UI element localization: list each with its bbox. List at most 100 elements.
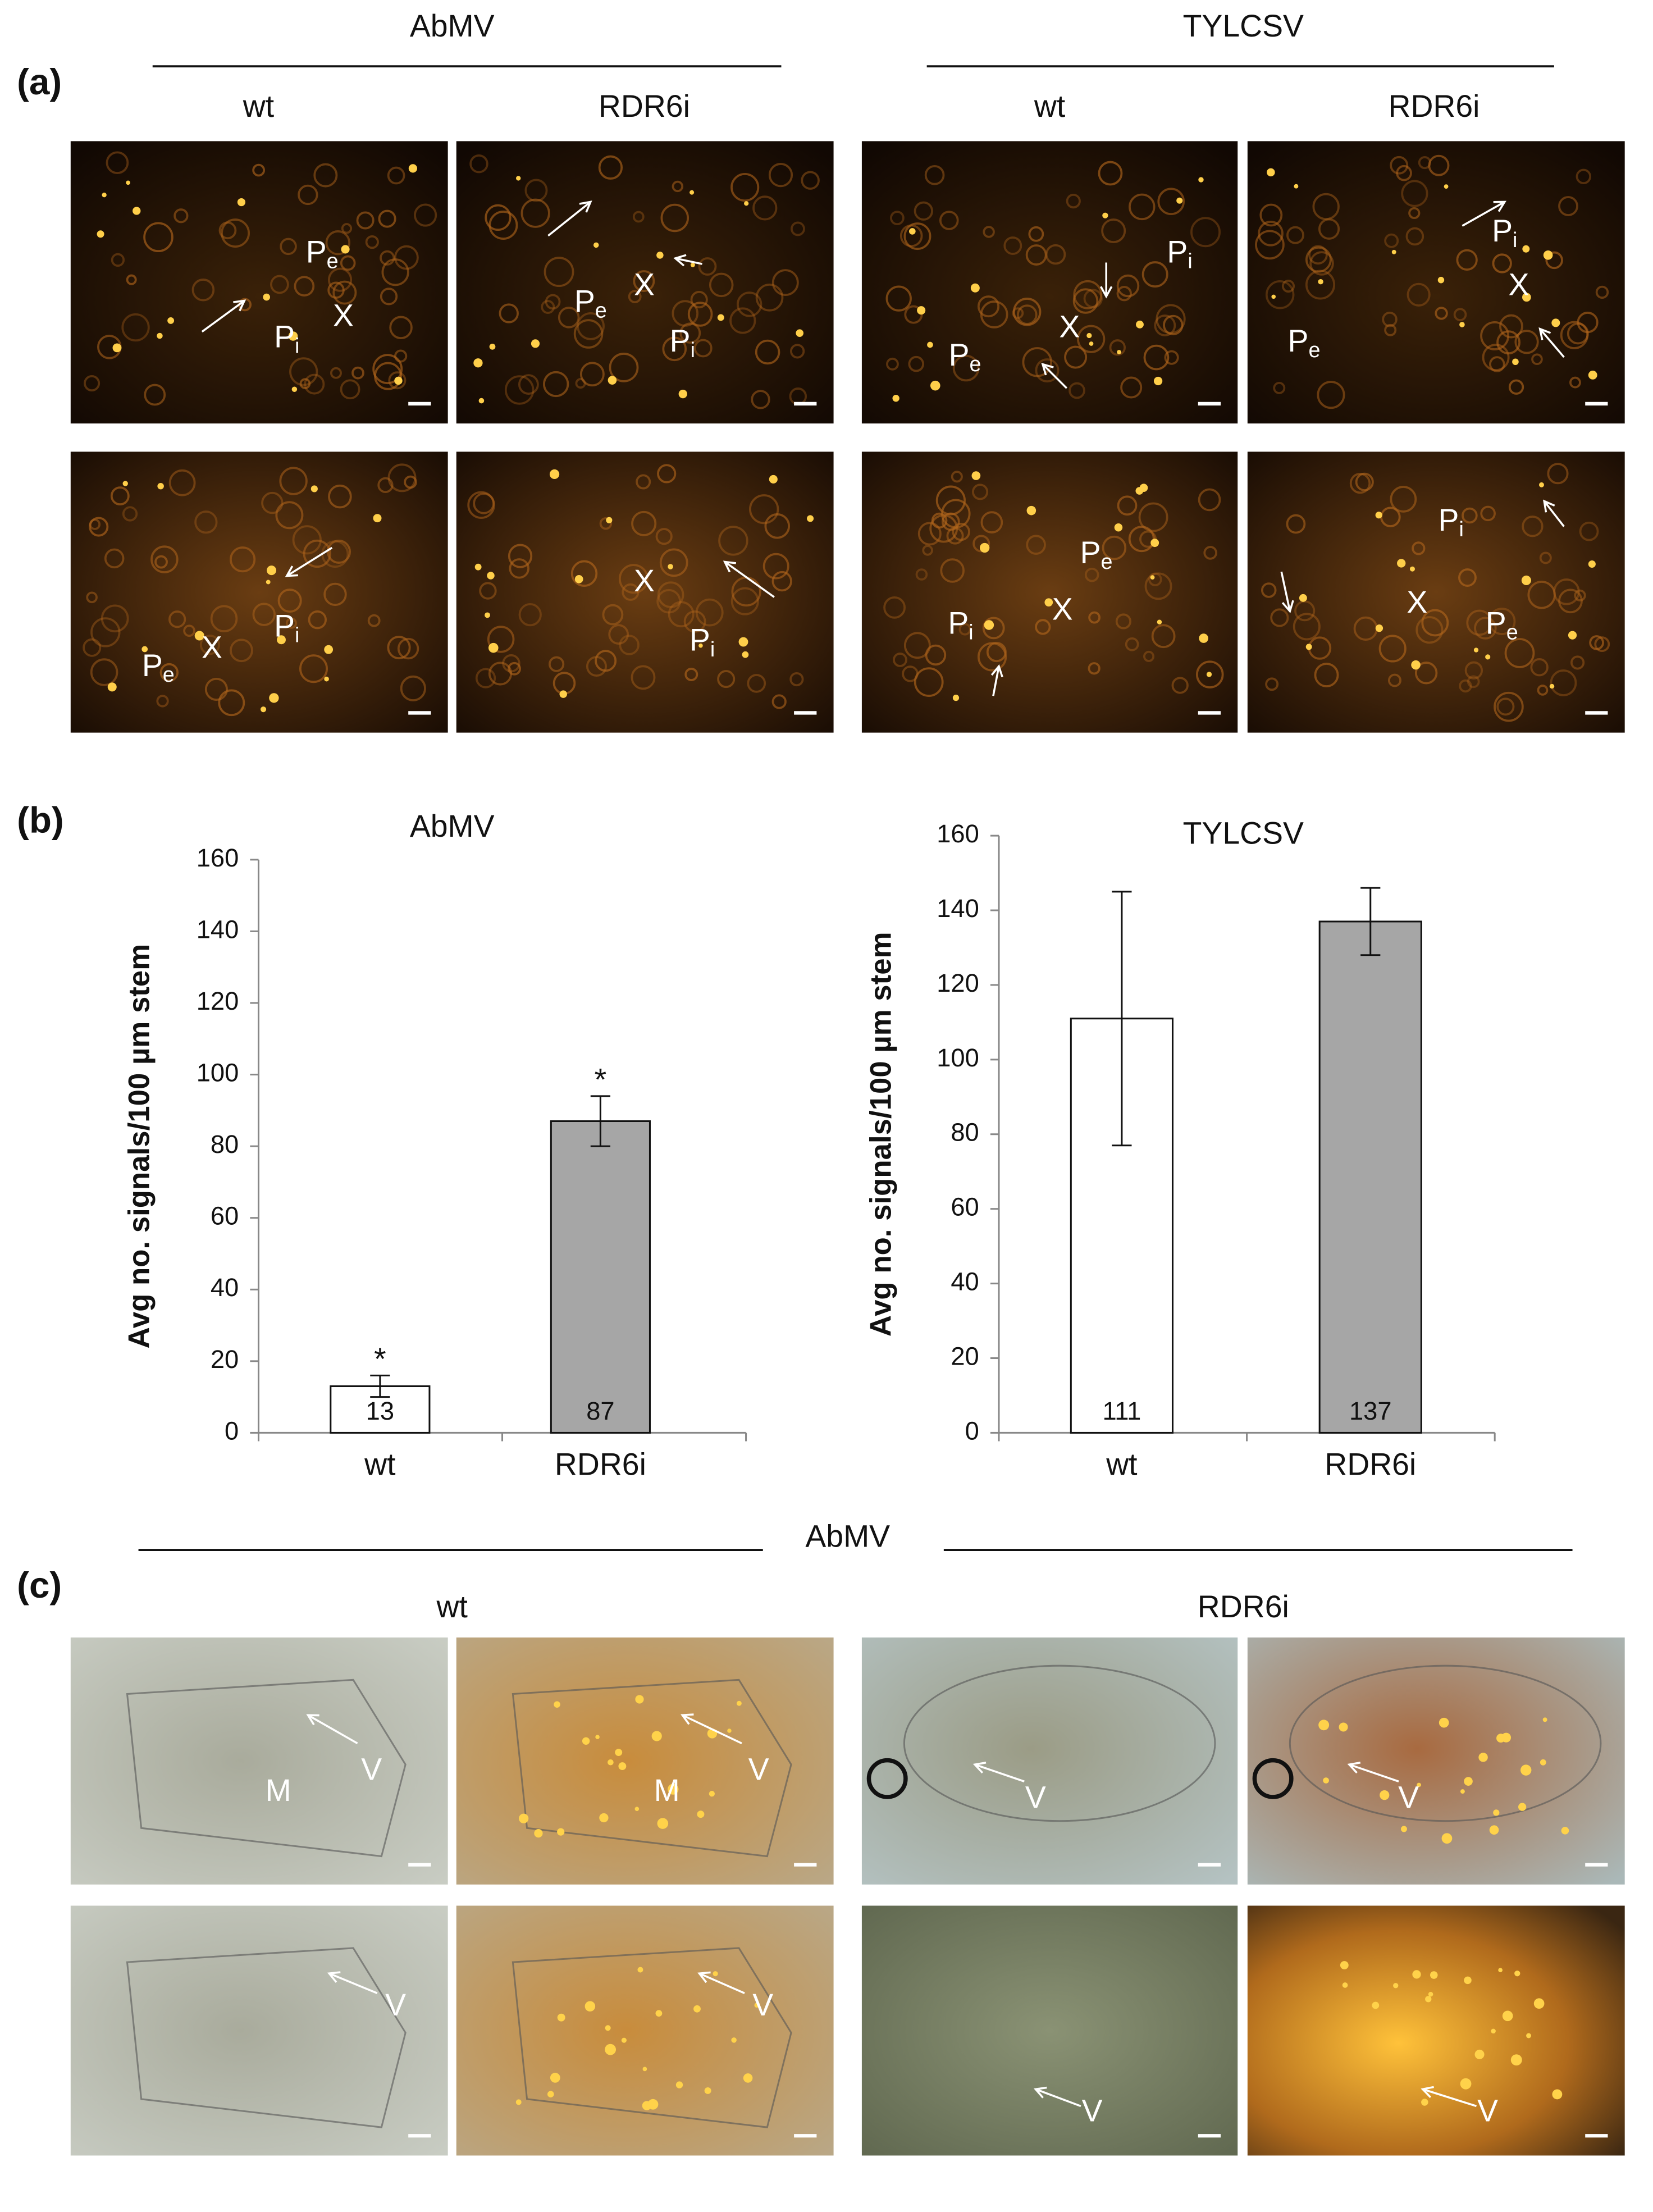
- y-tick-label: 0: [225, 1416, 239, 1445]
- cell-outline: [684, 668, 698, 681]
- cell-outline: [1068, 382, 1085, 399]
- fluorescent-spot: [1400, 1826, 1407, 1832]
- fluorescent-spot: [675, 2081, 683, 2088]
- cell-outline: [883, 596, 906, 619]
- cell-outline: [394, 245, 419, 270]
- column-header: wt: [1034, 89, 1065, 124]
- cell-outline: [709, 272, 734, 298]
- fluorescent-spot: [657, 1818, 669, 1829]
- fluorescent-spot: [97, 230, 104, 238]
- region-letter: X: [1052, 591, 1073, 626]
- cell-outline: [279, 467, 308, 495]
- cell-outline: [771, 694, 787, 709]
- fluorescent-spot: [655, 2010, 663, 2017]
- cell-outline: [467, 491, 495, 519]
- region-label: Pe: [949, 337, 981, 376]
- region-letter: P: [1167, 234, 1188, 269]
- fluorescent-spot: [291, 386, 298, 392]
- fluorescent-spot: [709, 1791, 715, 1797]
- fluorescent-spot: [1533, 1998, 1545, 2009]
- arrow: [681, 1713, 742, 1745]
- arrow: [547, 200, 592, 237]
- region-subscript: i: [969, 621, 973, 644]
- cell-outline: [764, 513, 791, 539]
- cell-outline: [730, 587, 759, 615]
- fluorescent-spot: [608, 1759, 614, 1766]
- cell-outline: [1466, 609, 1493, 636]
- fluorescent-spot: [1299, 594, 1307, 602]
- fluorescent-spot: [1340, 1961, 1349, 1969]
- region-label: V: [748, 1752, 769, 1786]
- fluorescent-spot: [952, 695, 960, 701]
- cell-outline: [221, 218, 250, 248]
- cell-outline: [1408, 207, 1421, 220]
- cell-outline: [1003, 236, 1022, 255]
- cell-outline: [299, 654, 328, 683]
- fluorescent-spot: [1538, 482, 1544, 487]
- cell-outline: [1531, 353, 1543, 366]
- fluorescent-spot: [1526, 2033, 1532, 2038]
- fluorescent-spot: [727, 1728, 732, 1733]
- fluorescent-spot: [796, 329, 804, 337]
- x-tick-label: RDR6i: [555, 1447, 646, 1481]
- region-label: Pe: [574, 284, 607, 322]
- cell-outline: [543, 371, 569, 398]
- fluorescent-spot: [559, 690, 567, 698]
- cell-outline: [1115, 613, 1131, 630]
- region-label: V: [385, 1987, 406, 2022]
- region-label: X: [634, 267, 655, 302]
- cell-outline: [1482, 344, 1510, 371]
- cell-outline: [1258, 221, 1284, 247]
- region-label: Pe: [1080, 535, 1113, 573]
- cell-outline: [1488, 608, 1516, 635]
- cell-outline: [672, 300, 698, 327]
- cell-outline: [1012, 298, 1042, 326]
- cell-outline: [143, 222, 173, 253]
- fluorescent-spot: [1198, 177, 1204, 183]
- cell-outline: [1035, 358, 1060, 383]
- fluorescent-spot: [1089, 341, 1094, 346]
- cell-outline: [1464, 661, 1483, 679]
- cell-outline: [751, 390, 770, 409]
- cell-outline: [1415, 616, 1444, 644]
- fluorescent-spot: [518, 1813, 529, 1823]
- fluorescent-spot: [1294, 184, 1299, 189]
- fluorescent-spot: [1542, 1717, 1547, 1722]
- cell-outline: [1474, 617, 1497, 640]
- y-tick-label: 80: [951, 1118, 979, 1147]
- cell-outline: [230, 638, 253, 663]
- fluorescent-spot: [593, 242, 599, 248]
- fluorescent-spot: [1342, 1982, 1348, 1988]
- y-tick-label: 140: [937, 894, 979, 923]
- fluorescent-spot: [690, 262, 695, 267]
- fluorescent-spot: [930, 380, 940, 391]
- fluorescent-spot: [738, 637, 748, 647]
- value-label: 13: [366, 1397, 394, 1425]
- cell-outline: [356, 211, 375, 230]
- region-letter: X: [333, 298, 354, 332]
- cell-outline: [1407, 282, 1431, 307]
- y-axis-label: Avg no. signals/100 µm stem: [865, 932, 898, 1337]
- cell-outline: [1396, 165, 1412, 181]
- fluorescent-spot: [478, 398, 485, 404]
- cell-outline: [886, 357, 899, 371]
- cell-outline: [636, 474, 651, 490]
- column-header: wt: [243, 89, 274, 124]
- y-tick-label: 120: [937, 969, 979, 997]
- fluorescent-spot: [122, 481, 128, 486]
- cell-outline: [126, 274, 137, 285]
- cell-outline: [762, 553, 789, 580]
- cell-outline: [977, 295, 1000, 318]
- column-header: RDR6i: [599, 89, 690, 124]
- cell-outline: [1138, 502, 1168, 532]
- cell-outline: [502, 654, 520, 673]
- cell-outline: [548, 656, 565, 672]
- fluorescent-spot: [634, 1807, 640, 1811]
- cell-outline: [595, 650, 617, 672]
- fluorescent-spot: [1157, 619, 1162, 624]
- cell-outline: [1390, 156, 1409, 175]
- cell-outline: [1480, 321, 1510, 350]
- fluorescent-spot: [1044, 598, 1053, 607]
- fluorescent-spot: [489, 343, 496, 350]
- cell-outline: [1164, 350, 1179, 365]
